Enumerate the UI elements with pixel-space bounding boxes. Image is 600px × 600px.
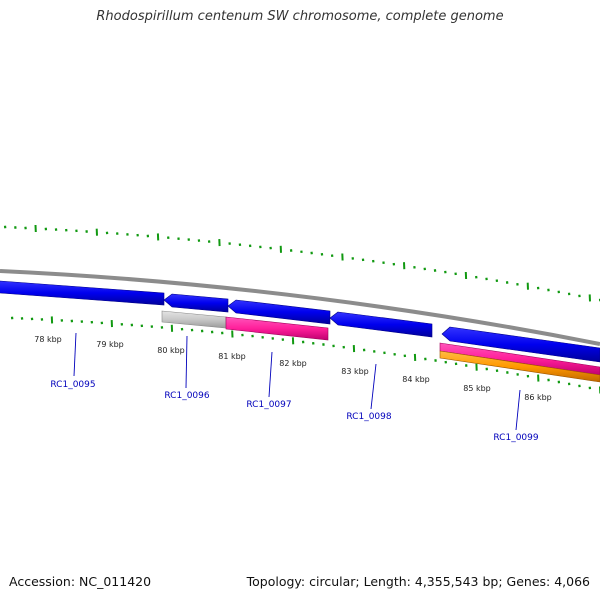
kbp-label: 84 kbp bbox=[402, 375, 430, 384]
kbp-label: 82 kbp bbox=[279, 359, 307, 368]
genome-summary-text: Topology: circular; Length: 4,355,543 bp… bbox=[246, 574, 590, 589]
leader-line-rc1-0095 bbox=[73, 332, 77, 377]
map-title: Rhodospirillum centenum SW chromosome, c… bbox=[96, 9, 504, 24]
orange-feature-bar[interactable] bbox=[439, 350, 600, 383]
rna-bar-rc1-0099[interactable] bbox=[439, 342, 600, 376]
gene-label-rc1-0099[interactable]: RC1_0099 bbox=[493, 433, 538, 443]
kbp-label: 86 kbp bbox=[524, 393, 552, 402]
leader-line-rc1-0097 bbox=[268, 351, 273, 398]
kbp-labels: 78 kbp 79 kbp 80 kbp 81 kbp 82 kbp 83 kb… bbox=[34, 335, 552, 402]
gene-label-rc1-0096[interactable]: RC1_0096 bbox=[164, 391, 209, 401]
rna-bar-rc1-0097[interactable] bbox=[225, 316, 329, 341]
gene-label-rc1-0098[interactable]: RC1_0098 bbox=[346, 412, 391, 422]
gene-arrow-rc1-0097[interactable] bbox=[227, 299, 331, 325]
gene-arrow-rc1-0099[interactable] bbox=[441, 326, 600, 363]
gene-features bbox=[0, 280, 600, 383]
leader-line-rc1-0099 bbox=[515, 389, 521, 431]
accession-text: Accession: NC_011420 bbox=[9, 574, 152, 589]
gene-label-rc1-0095[interactable]: RC1_0095 bbox=[50, 380, 95, 390]
gene-leader-lines bbox=[73, 332, 521, 431]
upper-tick-track bbox=[3, 224, 600, 302]
chromosome-backbone bbox=[0, 269, 600, 346]
gene-arrow-rc1-0095[interactable] bbox=[0, 280, 165, 306]
lower-tick-track bbox=[10, 316, 600, 394]
leader-line-rc1-0098 bbox=[370, 363, 377, 410]
kbp-label: 85 kbp bbox=[463, 384, 491, 393]
kbp-label: 83 kbp bbox=[341, 367, 369, 376]
kbp-label: 78 kbp bbox=[34, 335, 62, 344]
kbp-label: 80 kbp bbox=[157, 346, 185, 355]
leader-line-rc1-0096 bbox=[185, 335, 188, 389]
kbp-label: 81 kbp bbox=[218, 352, 246, 361]
gene-arrow-rc1-0098[interactable] bbox=[329, 311, 433, 338]
gene-arrow-rc1-0096[interactable] bbox=[163, 293, 229, 313]
kbp-label: 79 kbp bbox=[96, 340, 124, 349]
gene-labels: RC1_0095 RC1_0096 RC1_0097 RC1_0098 RC1_… bbox=[50, 380, 538, 443]
gene-label-rc1-0097[interactable]: RC1_0097 bbox=[246, 400, 291, 410]
